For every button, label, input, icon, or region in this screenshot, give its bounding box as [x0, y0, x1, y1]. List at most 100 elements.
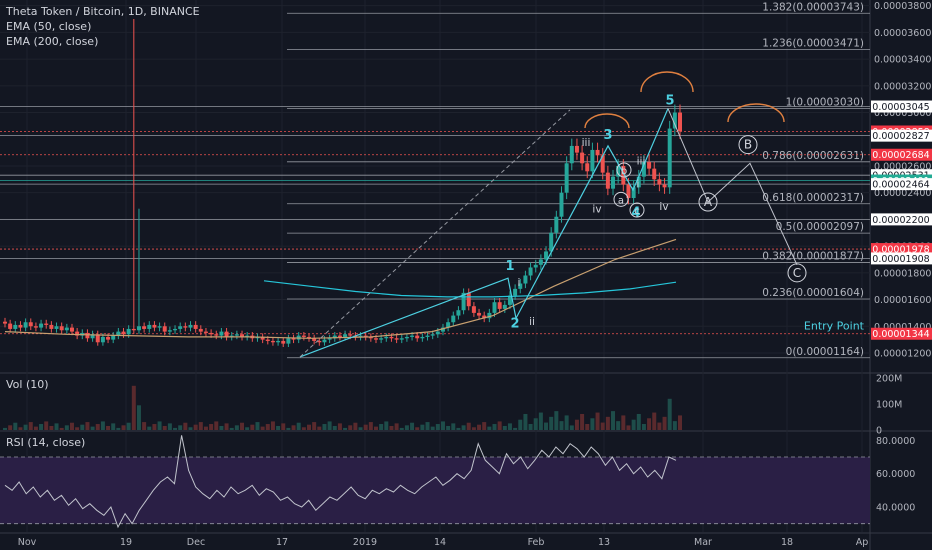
volume-bar: [100, 421, 105, 430]
fib-level-label: 0.5(0.00002097): [776, 221, 864, 233]
volume-bar: [178, 425, 183, 430]
volume-bar: [662, 416, 667, 430]
volume-bar: [466, 422, 471, 430]
wave-label: iv: [659, 201, 668, 213]
volume-bar: [549, 416, 554, 430]
volume-bar: [270, 421, 275, 430]
fib-level-label: 0.786(0.00002631): [762, 150, 864, 162]
candle-body: [49, 324, 54, 329]
candle-body: [332, 335, 337, 339]
candle-body: [672, 112, 677, 129]
volume-bar: [559, 421, 564, 430]
wave-count-line: [299, 108, 669, 358]
candle-body: [317, 340, 322, 343]
volume-bar: [430, 426, 435, 430]
volume-bar: [245, 427, 250, 430]
price-tag-label: 0.00002684: [872, 150, 929, 161]
abc-label: A: [704, 195, 713, 209]
price-tag-label: 0.00001908: [872, 254, 929, 265]
candle-body: [394, 338, 399, 340]
volume-bar: [147, 426, 152, 430]
volume-bar: [538, 412, 543, 430]
volume-bar: [384, 421, 389, 430]
volume-bar: [203, 426, 208, 430]
candle-body: [384, 336, 389, 339]
volume-bar: [64, 425, 69, 430]
volume-bar: [121, 425, 126, 430]
volume-bar: [513, 427, 518, 430]
volume-bar: [90, 426, 95, 430]
fib-level-label: 0(0.00001164): [786, 346, 864, 358]
rsi-line: [4, 435, 677, 529]
abc-circle: [787, 263, 807, 283]
volume-bar: [492, 424, 497, 430]
candle-body: [533, 264, 538, 268]
volume-bar: [657, 422, 662, 430]
volume-bar: [611, 411, 616, 430]
candle-body: [3, 321, 7, 324]
volume-bar: [157, 421, 162, 430]
price-tag-label: 0.00002200: [872, 215, 929, 226]
candle-body: [652, 168, 657, 180]
volume-bar: [343, 427, 348, 430]
volume-bar: [399, 427, 404, 430]
candle-body: [209, 332, 214, 335]
volume-bar: [188, 427, 193, 430]
abc-label: b: [621, 166, 627, 177]
ema200-legend[interactable]: EMA (200, close): [6, 35, 99, 48]
candle-body: [477, 312, 482, 316]
candle-body: [64, 327, 69, 331]
ema50-legend[interactable]: EMA (50, close): [6, 20, 92, 33]
volume-bar: [312, 422, 317, 430]
volume-bar: [13, 422, 18, 430]
candle-body: [90, 334, 95, 339]
x-tick-label: 17: [276, 537, 288, 548]
price-tag-box: [871, 129, 932, 142]
volume-bar: [167, 423, 172, 430]
chart-title: Theta Token / Bitcoin, 1D, BINANCE: [6, 5, 200, 18]
candle-body: [564, 163, 569, 193]
ema200-line: [263, 280, 677, 298]
abc-label: C: [793, 266, 801, 280]
candle-body: [425, 335, 430, 337]
volume-bar: [80, 424, 85, 430]
y-tick-label: 0.00003600: [874, 28, 931, 39]
rsi-tick-label: 60.0000: [876, 469, 915, 480]
price-tag-box: [871, 148, 932, 161]
rsi-title[interactable]: RSI (14, close): [6, 436, 86, 449]
wave-label: 3: [603, 128, 612, 143]
volume-bar: [502, 425, 507, 430]
candle-body: [291, 338, 296, 340]
volume-bar: [136, 405, 141, 430]
candle-body: [152, 324, 157, 328]
candle-body: [224, 331, 229, 337]
candle-body: [523, 275, 528, 284]
volume-bar: [255, 422, 260, 430]
candle-body: [322, 339, 327, 343]
ema50-line: [4, 238, 677, 339]
volume-bar: [59, 427, 64, 430]
candle-body: [389, 336, 394, 339]
candle-body: [343, 334, 348, 337]
volume-title[interactable]: Vol (10): [6, 378, 49, 391]
volume-bar: [162, 425, 167, 430]
candle-body: [399, 338, 404, 340]
volume-bar: [590, 418, 595, 430]
candle-body: [492, 302, 497, 313]
x-tick-label: 2019: [353, 537, 377, 548]
volume-bar: [116, 427, 121, 430]
candle-body: [482, 315, 487, 319]
candle-body: [106, 336, 111, 340]
candle-body: [487, 312, 492, 319]
candle-body: [265, 339, 270, 341]
y-tick-label: 0.00002600: [874, 161, 931, 172]
entry-point-label: Entry Point: [804, 320, 865, 333]
x-tick-label: Feb: [528, 537, 545, 548]
volume-bar: [327, 421, 332, 430]
abc-circle: [698, 192, 718, 212]
candle-body: [657, 179, 662, 185]
volume-bar: [39, 424, 44, 430]
candle-body: [337, 335, 342, 337]
volume-bar: [276, 425, 281, 430]
